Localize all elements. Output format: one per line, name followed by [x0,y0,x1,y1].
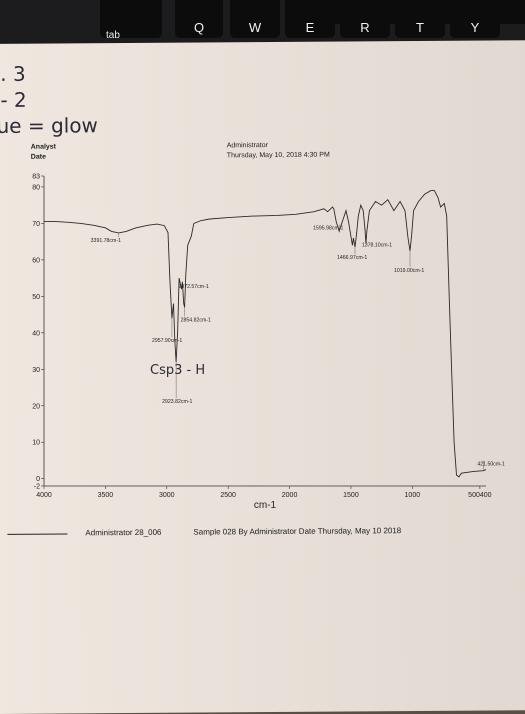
peak-label: 2957.90cm-1 [152,338,182,344]
peak-label: 2872.57cm-1 [178,284,208,290]
key-tab: tab [100,0,162,41]
x-tick-label: 2500 [220,492,236,499]
key-e: E [285,0,335,38]
keyboard: 4567tabQWERTY [0,0,525,50]
y-tick-label: 30 [32,367,40,374]
y-tick-label: 80 [32,184,40,191]
key-label: R [360,20,370,35]
x-tick-label: 1000 [405,492,421,499]
y-tick-label: 40 [32,330,40,337]
key-label: Y [470,20,480,35]
peak-label: 1466.97cm-1 [337,255,367,261]
key-q: Q [175,0,223,38]
y-tick-label: 20 [32,403,40,410]
key-label: T [416,20,424,35]
x-tick-label: 3000 [159,492,175,499]
y-tick-label: 70 [32,221,40,228]
x-tick-label: 500400 [468,492,491,499]
peak-label: 2923.82cm-1 [162,399,192,405]
key-label: Q [193,20,205,35]
key-t: T [395,0,445,38]
key-label: E [305,20,315,35]
key-w: W [230,0,280,38]
handwritten-annotation: Csp3 - H [150,363,205,378]
y-tick-label: 50 [32,294,40,301]
y-tick-label: 0 [36,476,40,483]
key-y: Y [450,0,500,38]
peak-label: 3391.78cm-1 [91,238,121,244]
y-tick-label: 83 [32,174,40,181]
spectrum-trace [44,190,487,478]
y-tick-label: 60 [32,257,40,264]
peak-label: 2854.82cm-1 [181,317,211,323]
x-tick-label: 2000 [282,492,298,499]
x-tick-label: 1500 [343,492,359,499]
key-label: tab [106,30,120,41]
key-r: R [340,0,390,38]
x-tick-label: 4000 [36,492,52,499]
peak-label: 1019.00cm-1 [394,268,424,274]
y-tick-label: 10 [32,440,40,447]
x-tick-label: 3500 [98,492,114,499]
peak-label: 421.50cm-1 [477,462,505,468]
peak-label: 1595.98cm-1 [313,225,343,231]
peak-label: 1378.10cm-1 [362,242,392,248]
x-axis-label: cm-1 [254,500,277,511]
y-tick-label: -2 [34,484,40,491]
key-label: W [248,20,262,35]
